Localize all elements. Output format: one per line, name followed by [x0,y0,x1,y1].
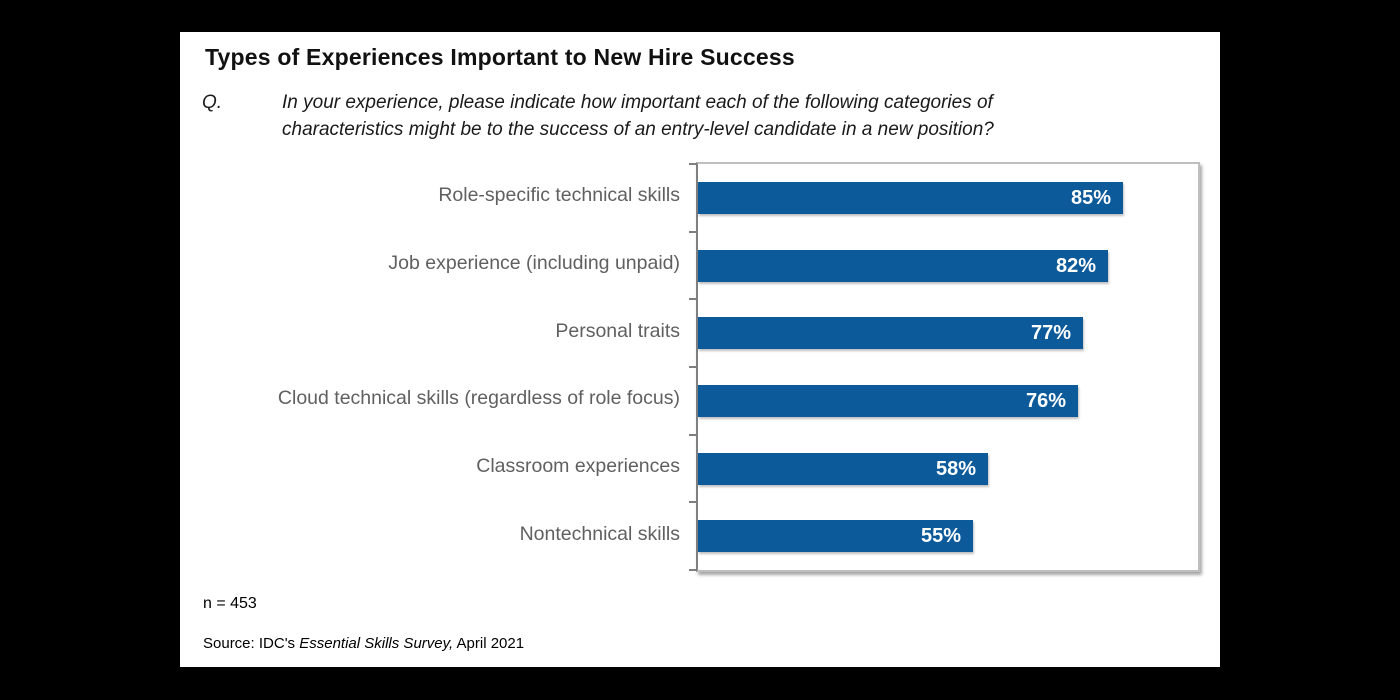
source-prefix: Source: IDC's [203,635,300,652]
bar-value-label: 85% [1070,186,1111,209]
bar: 76% [698,384,1078,417]
source-suffix: April 2021 [453,635,525,652]
bar: 55% [698,520,973,553]
bar-value-label: 55% [920,525,961,548]
category-label: Personal traits [555,319,680,342]
bar-row: 85% [698,164,1198,232]
plot-area: 85% 82% 77% 76% 58% 55% [689,162,1200,572]
bar-row: 76% [698,367,1198,435]
category-label: Nontechnical skills [519,522,680,545]
bar-value-label: 58% [935,457,976,480]
question-prefix: Q. [202,92,223,113]
axis-tick [689,163,696,165]
axis-tick [689,230,696,233]
bar-row: 82% [698,232,1198,300]
source-note: Source: IDC's Essential Skills Survey, A… [203,635,524,652]
bar-value-label: 76% [1025,389,1066,412]
slide-card: Types of Experiences Important to New Hi… [180,32,1220,667]
category-label: Role-specific technical skills [438,184,680,207]
bar: 58% [698,452,988,485]
axis-tick [689,298,696,301]
bar-row: 58% [698,435,1198,503]
chart-title: Types of Experiences Important to New Hi… [205,44,795,70]
bar-row: 77% [698,299,1198,367]
bar: 77% [698,317,1083,350]
survey-question: Q. In your experience, please indicate h… [202,89,994,143]
bar-chart: Role-specific technical skills Job experi… [180,162,1220,572]
bar-value-label: 77% [1030,322,1071,345]
category-label: Classroom experiences [476,455,680,478]
category-labels: Role-specific technical skills Job experi… [180,162,680,568]
category-label: Cloud technical skills (regardless of ro… [277,387,680,410]
category-label: Job experience (including unpaid) [388,252,680,274]
axis-tick [689,433,696,436]
bar-row: 55% [698,502,1198,570]
question-line-2: characteristics might be to the success … [282,119,994,140]
axis-tick [689,366,696,368]
question-text: In your experience, please indicate how … [282,89,994,143]
source-title: Essential Skills Survey, [299,635,454,652]
bar: 82% [698,249,1108,282]
question-line-1: In your experience, please indicate how … [282,92,993,113]
axis-tick [689,501,696,504]
bar: 85% [698,181,1123,214]
sample-size: n = 453 [203,595,257,612]
axis-tick [689,569,696,571]
bar-value-label: 82% [1055,254,1096,277]
